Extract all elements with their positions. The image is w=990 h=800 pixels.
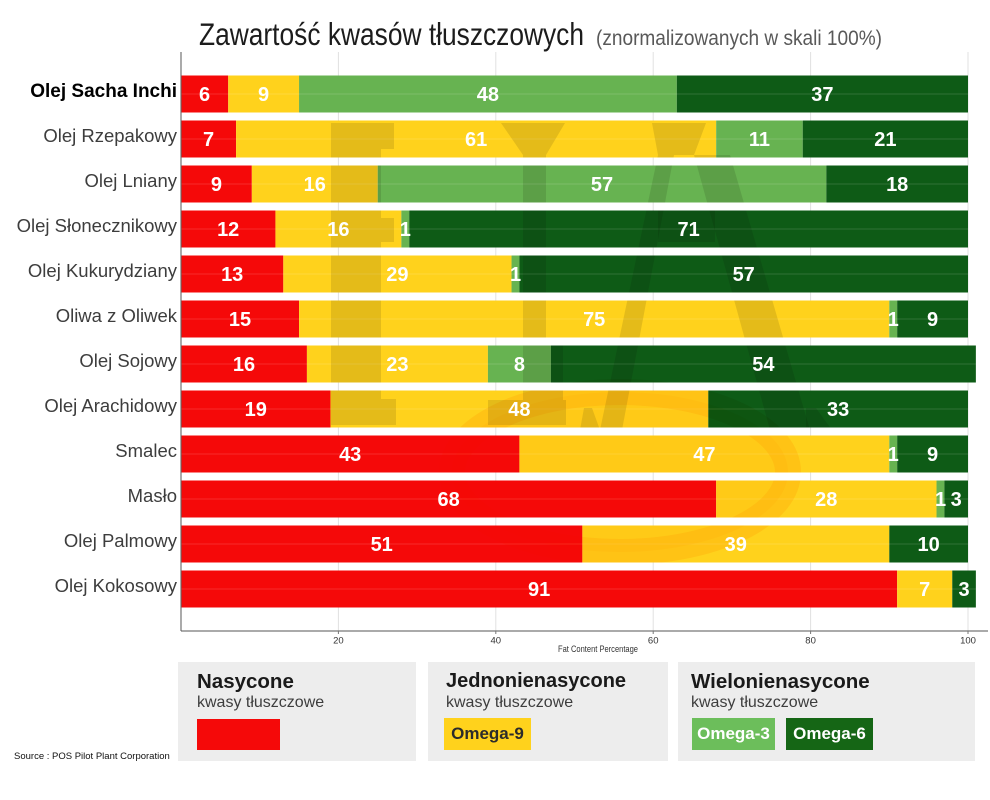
svg-text:48: 48 <box>508 399 530 421</box>
svg-text:Olej Słonecznikowy: Olej Słonecznikowy <box>17 215 178 236</box>
svg-text:16: 16 <box>233 354 255 376</box>
svg-text:7: 7 <box>919 579 930 601</box>
svg-text:91: 91 <box>528 579 550 601</box>
svg-text:1: 1 <box>888 444 899 466</box>
svg-text:51: 51 <box>371 534 393 556</box>
svg-text:40: 40 <box>491 636 502 647</box>
svg-text:8: 8 <box>514 354 525 376</box>
svg-text:20: 20 <box>333 636 344 647</box>
svg-text:9: 9 <box>258 84 269 106</box>
svg-text:1: 1 <box>510 264 521 286</box>
svg-text:43: 43 <box>339 444 361 466</box>
svg-text:Olej Lniany: Olej Lniany <box>84 170 177 191</box>
svg-text:15: 15 <box>229 309 251 331</box>
svg-text:9: 9 <box>211 174 222 196</box>
svg-text:Olej Kukurydziany: Olej Kukurydziany <box>28 260 178 281</box>
svg-text:68: 68 <box>437 489 459 511</box>
svg-text:Olej Rzepakowy: Olej Rzepakowy <box>43 125 177 146</box>
svg-text:7: 7 <box>203 129 214 151</box>
svg-text:48: 48 <box>477 84 499 106</box>
svg-text:19: 19 <box>245 399 267 421</box>
svg-text:29: 29 <box>386 264 408 286</box>
svg-text:71: 71 <box>677 219 699 241</box>
svg-text:23: 23 <box>386 354 408 376</box>
svg-text:Olej Kokosowy: Olej Kokosowy <box>55 575 178 596</box>
svg-text:75: 75 <box>583 309 605 331</box>
svg-text:Olej Sacha Inchi: Olej Sacha Inchi <box>30 81 177 102</box>
svg-text:47: 47 <box>693 444 715 466</box>
svg-text:(znormalizowanych w skali 100%: (znormalizowanych w skali 100%) <box>596 27 882 50</box>
svg-text:Smalec: Smalec <box>115 440 177 461</box>
svg-text:39: 39 <box>725 534 747 556</box>
svg-text:60: 60 <box>648 636 659 647</box>
svg-text:57: 57 <box>591 174 613 196</box>
svg-text:33: 33 <box>827 399 849 421</box>
svg-text:Olej Arachidowy: Olej Arachidowy <box>44 395 177 416</box>
svg-text:9: 9 <box>927 309 938 331</box>
svg-text:Olej Sojowy: Olej Sojowy <box>79 350 177 371</box>
svg-text:18: 18 <box>886 174 908 196</box>
svg-text:9: 9 <box>927 444 938 466</box>
svg-text:16: 16 <box>304 174 326 196</box>
svg-text:1: 1 <box>935 489 946 511</box>
svg-text:21: 21 <box>874 129 896 151</box>
svg-text:Fat Content Percentage: Fat Content Percentage <box>558 644 638 655</box>
svg-text:10: 10 <box>917 534 939 556</box>
svg-text:1: 1 <box>888 309 899 331</box>
svg-text:54: 54 <box>752 354 775 376</box>
svg-text:Masło: Masło <box>128 485 177 506</box>
svg-text:100: 100 <box>960 636 976 647</box>
svg-text:16: 16 <box>327 219 349 241</box>
svg-text:13: 13 <box>221 264 243 286</box>
svg-text:3: 3 <box>951 489 962 511</box>
svg-text:61: 61 <box>465 129 487 151</box>
svg-text:Oliwa z Oliwek: Oliwa z Oliwek <box>56 305 178 326</box>
svg-text:11: 11 <box>749 129 770 151</box>
svg-text:6: 6 <box>199 84 210 106</box>
svg-text:Olej Palmowy: Olej Palmowy <box>64 530 178 551</box>
svg-text:1: 1 <box>400 219 411 241</box>
svg-text:57: 57 <box>733 264 755 286</box>
svg-text:80: 80 <box>805 636 816 647</box>
svg-text:28: 28 <box>815 489 837 511</box>
svg-text:3: 3 <box>959 579 970 601</box>
svg-text:Zawartość kwasów tłuszczowych: Zawartość kwasów tłuszczowych <box>199 16 584 52</box>
svg-text:12: 12 <box>217 219 239 241</box>
svg-text:37: 37 <box>811 84 833 106</box>
